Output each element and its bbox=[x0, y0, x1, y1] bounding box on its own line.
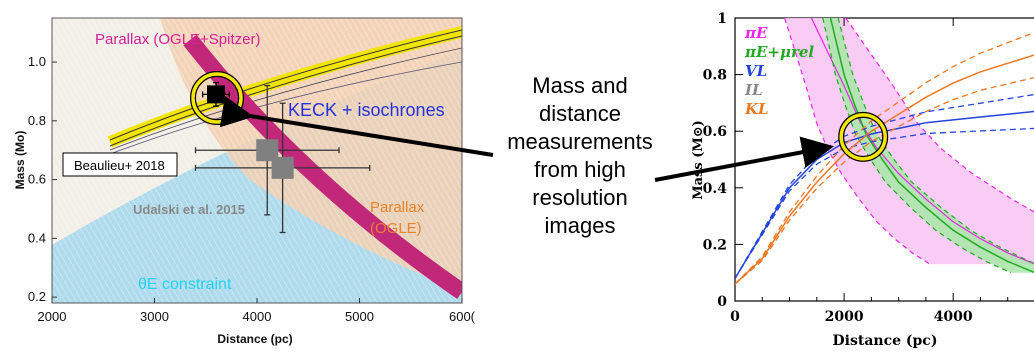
legend-entry: πE bbox=[744, 24, 768, 42]
solution-highlight-circle bbox=[841, 115, 885, 159]
right-y-tick-label: 0 bbox=[717, 294, 727, 310]
right-y-tick-label: 0.4 bbox=[703, 181, 728, 197]
keck-isochrones-label: KECK + isochrones bbox=[288, 100, 445, 120]
solution-highlight-circle-inner bbox=[841, 115, 885, 159]
left-y-tick-label: 0.8 bbox=[28, 113, 46, 128]
right-y-tick-label: 0.8 bbox=[703, 68, 727, 84]
left-x-tick-label: 3000 bbox=[140, 309, 169, 324]
left-y-tick-label: 0.4 bbox=[28, 230, 46, 245]
left-y-tick-label: 1.0 bbox=[28, 54, 46, 69]
pi-e-mu-rel-lower bbox=[823, 18, 1011, 273]
k-l-curve bbox=[735, 55, 1034, 284]
parallax-ogle-label-line2: (OGLE) bbox=[370, 220, 422, 237]
v-l-lower bbox=[735, 128, 1034, 278]
left-x-tick-label: 4000 bbox=[243, 309, 272, 324]
pi-e-mu-rel-curve bbox=[831, 18, 1034, 273]
left-x-axis-label: Distance (pc) bbox=[217, 332, 292, 346]
right-y-tick-label: 0.2 bbox=[703, 237, 727, 253]
k-l-lower bbox=[735, 77, 1034, 284]
pi-e-mu-rel-upper bbox=[838, 18, 1034, 273]
caption-line: distance bbox=[480, 100, 680, 128]
v-l-upper bbox=[735, 94, 1034, 278]
caption-line: resolution bbox=[480, 184, 680, 212]
parallax-ogle-label-line1: Parallax bbox=[370, 199, 425, 216]
arrow-to-right-chart bbox=[655, 147, 830, 180]
keck-data-point bbox=[207, 85, 225, 103]
right-y-axis-label: Mass (M⊙) bbox=[691, 120, 706, 200]
udalski-data-point bbox=[272, 157, 294, 179]
left-x-tick-label: 2000 bbox=[38, 309, 67, 324]
left-y-tick-label: 0.6 bbox=[28, 172, 46, 187]
right-y-tick-label: 1 bbox=[717, 11, 727, 27]
legend-entry: KL bbox=[744, 100, 769, 118]
right-x-tick-label: 2000 bbox=[825, 309, 864, 325]
right-chart-frame bbox=[735, 18, 1034, 301]
caption-line: measurements bbox=[480, 128, 680, 156]
legend-entry: IL bbox=[744, 81, 763, 99]
right-y-tick-label: 0.6 bbox=[703, 124, 727, 140]
legend-entry: πE+μrel bbox=[744, 43, 814, 61]
right-x-axis-label: Distance (pc) bbox=[833, 333, 938, 349]
v-l-curve bbox=[735, 111, 1034, 278]
caption-line: Mass and bbox=[480, 72, 680, 100]
pi-e-curve bbox=[811, 18, 1034, 264]
pi-e-lower-bound bbox=[785, 18, 930, 264]
left-mass-distance-chart: 2000 3000 4000 5000 600( 0.2 0.4 0.6 0.8 1.0 Para… bbox=[0, 0, 490, 358]
caption-line: images bbox=[480, 212, 680, 240]
left-y-tick-label: 0.2 bbox=[28, 289, 46, 304]
parallax-ogle-spitzer-label: Parallax (OGLE+Spitzer) bbox=[95, 31, 260, 48]
udalski-label: Udalski et al. 2015 bbox=[133, 202, 245, 217]
center-caption: Mass and distance measurements from high… bbox=[480, 72, 680, 240]
legend-entry: VL bbox=[745, 62, 767, 80]
theta-e-constraint-label: θE constraint bbox=[138, 276, 232, 293]
left-chart-panel: 2000 3000 4000 5000 600( 0.2 0.4 0.6 0.8 1.0 Para… bbox=[0, 0, 490, 358]
right-x-tick-label: 4000 bbox=[934, 309, 973, 325]
left-x-tick-label: 600( bbox=[449, 309, 476, 324]
left-y-axis-label: Mass (Mo) bbox=[13, 131, 27, 190]
pi-e-upper-bound bbox=[846, 18, 1034, 264]
k-l-upper bbox=[735, 32, 1034, 284]
pi-e-mu-rel-band bbox=[823, 18, 1034, 273]
left-x-tick-label: 5000 bbox=[345, 309, 374, 324]
pi-e-band bbox=[785, 18, 1034, 264]
beaulieu-label: Beaulieu+ 2018 bbox=[74, 158, 165, 173]
caption-line: from high bbox=[480, 156, 680, 184]
right-x-tick-label: 0 bbox=[730, 309, 740, 325]
